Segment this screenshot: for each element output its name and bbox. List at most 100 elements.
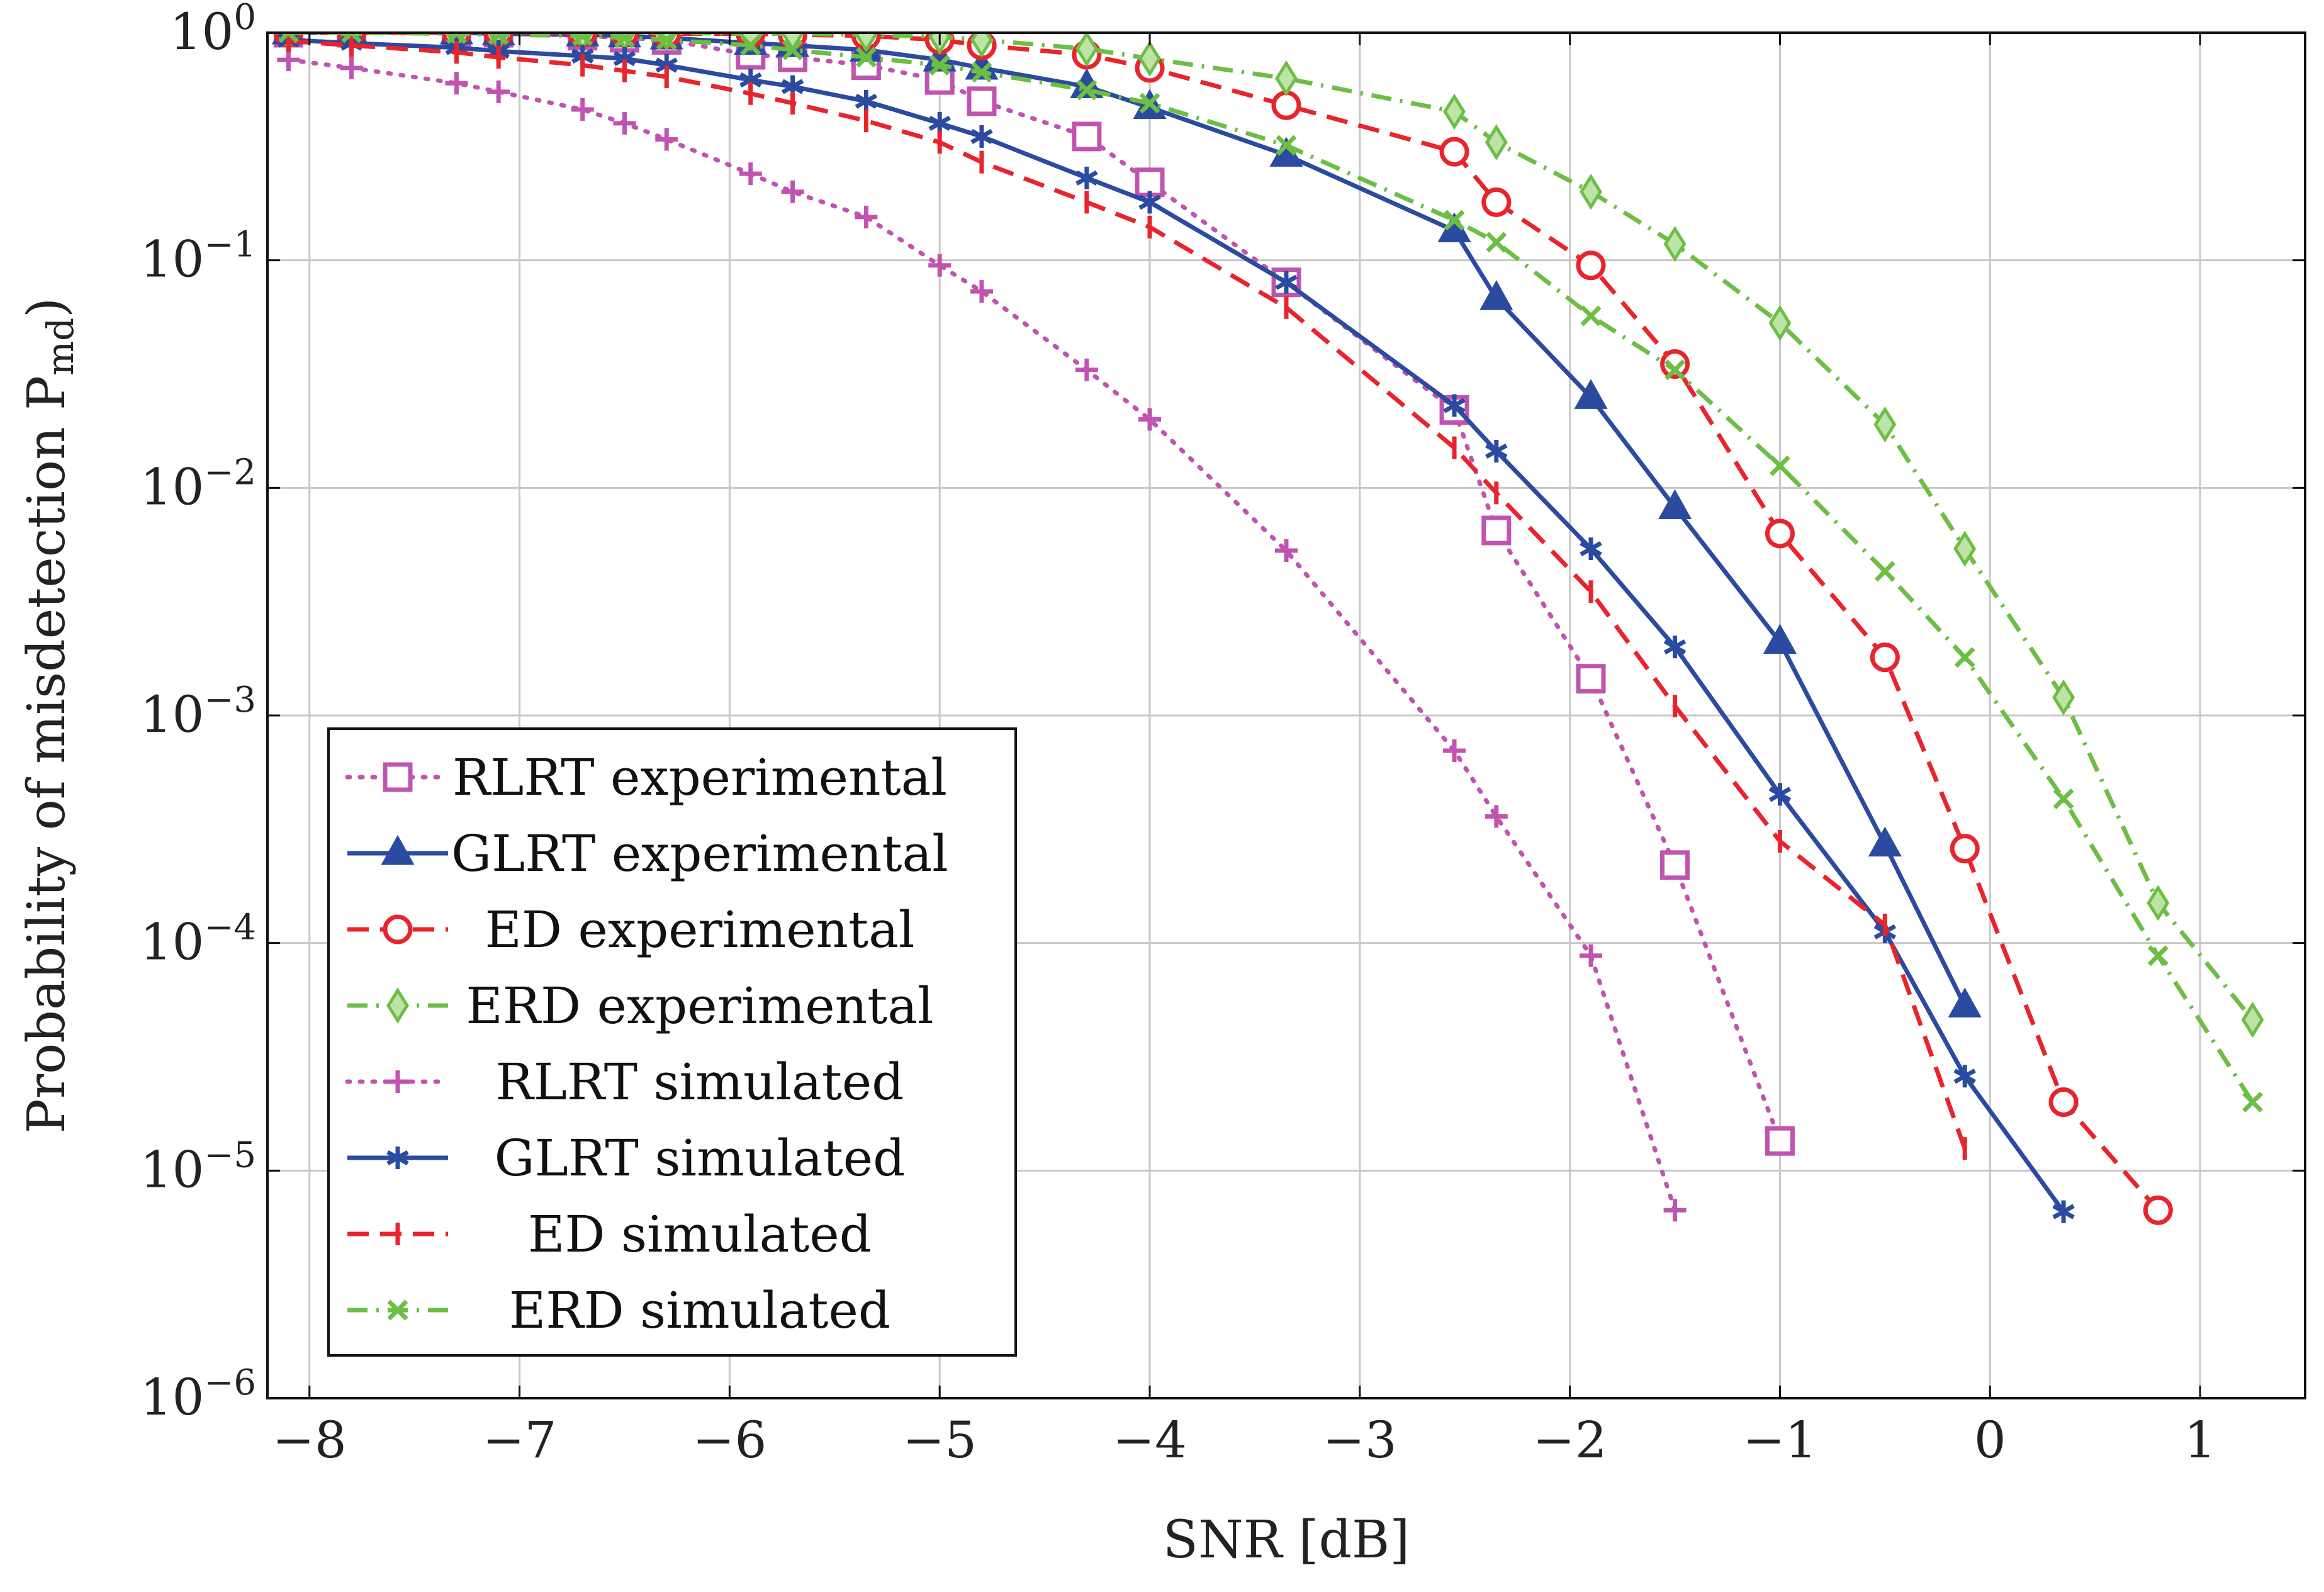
data-point <box>1075 166 1098 189</box>
data-point <box>781 180 804 203</box>
data-point <box>1950 834 1980 864</box>
data-point <box>613 111 636 135</box>
data-point <box>487 80 510 103</box>
y-tick-label: 10−5 <box>140 1135 256 1199</box>
series-line-ed-experimental <box>288 33 2160 1212</box>
data-point <box>1768 783 1792 806</box>
data-point <box>277 48 300 72</box>
data-point <box>1485 805 1508 828</box>
data-point <box>2242 1091 2264 1113</box>
legend-label: GLRT simulated <box>495 1129 906 1187</box>
data-point <box>2143 1195 2173 1225</box>
data-point <box>1574 379 1608 409</box>
x-tick-label: −1 <box>1743 1411 1817 1469</box>
data-point <box>1664 359 1686 381</box>
data-point <box>2147 945 2169 967</box>
data-point <box>572 33 593 47</box>
data-point <box>1275 271 1298 294</box>
data-point <box>1138 40 1161 77</box>
legend-item-rlrt-simulated: RLRT simulated <box>345 1053 904 1111</box>
data-point <box>1075 358 1098 381</box>
legend-label: GLRT experimental <box>451 824 948 883</box>
data-point <box>740 35 761 56</box>
data-point <box>1663 1199 1687 1222</box>
legend-marker <box>386 1146 409 1169</box>
legend-marker <box>381 834 415 865</box>
data-point <box>2053 788 2074 810</box>
data-point <box>970 125 993 148</box>
data-point <box>1275 60 1298 97</box>
data-point <box>655 128 678 151</box>
legend: RLRT experimental GLRT experimental ED exp… <box>327 727 1017 1357</box>
data-point <box>739 162 762 186</box>
y-tick-label: 10−6 <box>140 1362 256 1427</box>
data-point <box>1765 519 1795 549</box>
data-point <box>1138 408 1162 431</box>
x-tick-label: −8 <box>272 1411 347 1469</box>
data-point <box>1481 515 1512 546</box>
legend-box <box>327 727 1017 1357</box>
data-point <box>1443 394 1466 417</box>
legend-item-erd-simulated: ERD simulated <box>347 1281 890 1340</box>
series-ed-simulated <box>286 33 1967 1160</box>
data-point <box>1443 739 1466 763</box>
x-tick-label: −4 <box>1113 1411 1187 1469</box>
data-point <box>1580 305 1602 327</box>
data-point <box>1444 210 1465 231</box>
data-point <box>341 33 362 43</box>
x-tick-label: 1 <box>2184 1411 2216 1469</box>
data-point <box>1275 539 1298 563</box>
legend-marker <box>386 987 409 1024</box>
data-point <box>656 33 677 50</box>
data-point <box>1580 537 1602 561</box>
data-point <box>1076 79 1097 101</box>
data-point <box>970 280 993 303</box>
data-point <box>1486 232 1507 253</box>
x-tick-label: −2 <box>1533 1411 1607 1469</box>
y-tick-label: 100 <box>170 0 256 61</box>
data-point <box>1075 33 1098 67</box>
legend-item-glrt-experimental: GLRT experimental <box>347 824 948 883</box>
legend-label: ED experimental <box>485 900 915 959</box>
data-point <box>340 57 363 80</box>
legend-label: ED simulated <box>528 1205 872 1264</box>
data-point <box>929 55 950 76</box>
y-tick-label: 10−2 <box>140 452 256 516</box>
data-point <box>445 72 468 95</box>
y-axis-label-close: ) <box>17 298 77 318</box>
data-point <box>1660 850 1690 880</box>
legend-item-erd-experimental: ERD experimental <box>347 977 934 1035</box>
data-point <box>1485 439 1508 462</box>
series-glrt-simulated <box>277 33 2075 1223</box>
data-point <box>1763 624 1797 654</box>
legend-item-rlrt-experimental: RLRT experimental <box>345 748 947 807</box>
y-tick-label: 10−3 <box>140 680 256 744</box>
data-point <box>739 33 762 52</box>
data-point <box>1276 135 1297 156</box>
x-tick-label: −5 <box>902 1411 977 1469</box>
data-point <box>1481 187 1512 217</box>
data-point <box>1768 305 1792 342</box>
legend-marker <box>386 1070 409 1093</box>
legend-label: RLRT experimental <box>452 748 947 807</box>
ticks-layer <box>267 31 2305 1399</box>
data-point <box>855 205 878 228</box>
data-point <box>488 33 509 45</box>
data-point <box>1443 93 1466 130</box>
legend-marker <box>383 762 413 792</box>
data-point <box>928 254 951 277</box>
tick-labels: −8 −7 −6 −5 −4 −3 −2 −1 0 1 100 10−1 10−2 10−3 10−4 10−… <box>140 0 2216 1469</box>
data-point <box>2048 1087 2079 1117</box>
data-point <box>971 62 992 83</box>
data-point <box>1948 987 1982 1017</box>
data-point <box>1660 349 1690 379</box>
data-point <box>855 89 878 113</box>
data-point <box>1139 92 1160 114</box>
data-point <box>1580 944 1603 967</box>
data-point <box>614 33 635 48</box>
y-tick-label: 10−1 <box>140 225 256 289</box>
legend-label: ERD simulated <box>509 1281 890 1340</box>
data-point <box>1953 1065 1976 1088</box>
data-point <box>1576 664 1606 694</box>
x-tick-label: −6 <box>692 1411 766 1469</box>
